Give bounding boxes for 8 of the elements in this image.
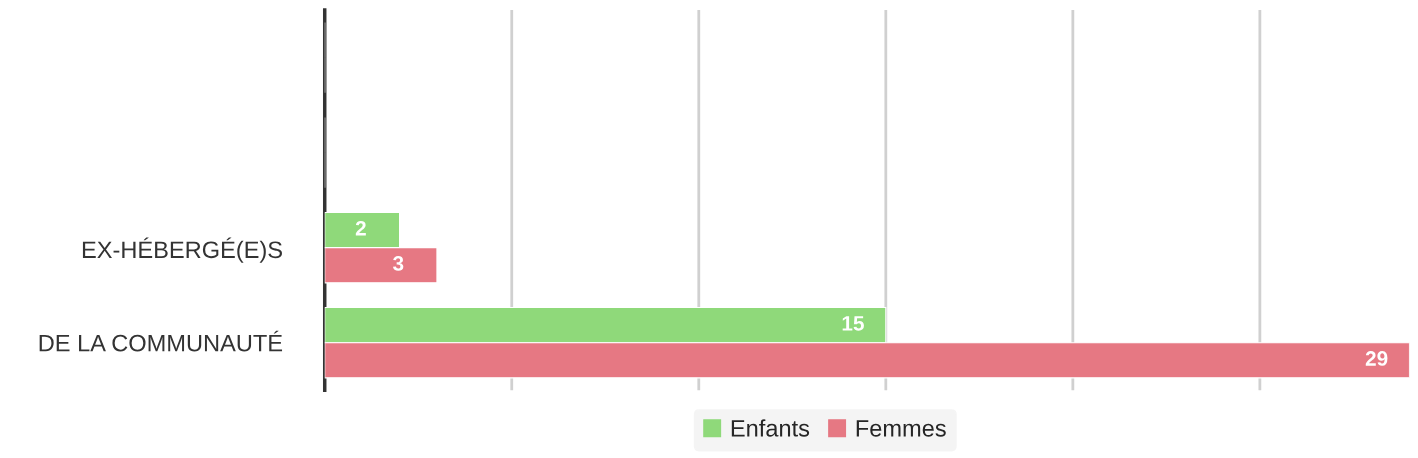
legend-label: Enfants — [731, 419, 810, 437]
data-label: 2 — [355, 220, 366, 236]
data-label: 29 — [1365, 351, 1388, 366]
data-label: 15 — [842, 316, 864, 331]
y-tick-label: DE LA COMMUNAUTÉ — [39, 330, 283, 352]
legend-label: Femmes — [856, 420, 946, 437]
data-label: 3 — [392, 256, 404, 271]
y-tick-label: EX-HÉBERGÉ(E)S — [82, 237, 282, 263]
